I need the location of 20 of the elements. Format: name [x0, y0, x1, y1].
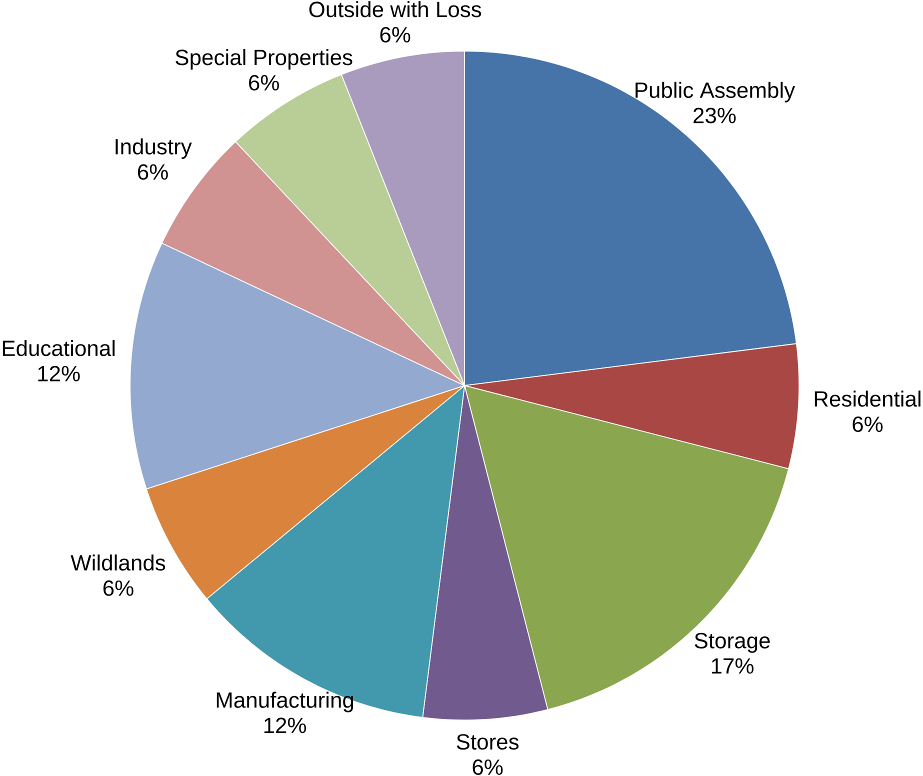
- data-label: 6%: [249, 74, 279, 90]
- data-label: 6%: [472, 759, 503, 775]
- slice-label: Special Properties: [176, 49, 352, 70]
- slice-label: Industry: [116, 138, 192, 159]
- data-label: 6%: [380, 26, 410, 42]
- data-label: 12%: [38, 366, 80, 382]
- slice-label: Residential: [814, 390, 920, 407]
- slice-label: Public Assembly: [636, 82, 796, 102]
- data-label: 6%: [103, 580, 134, 596]
- slice-label: Storage: [694, 632, 770, 653]
- data-label: 12%: [264, 718, 306, 734]
- slice-label: Educational: [2, 340, 115, 356]
- data-label: 6%: [138, 164, 168, 180]
- data-label: 6%: [852, 416, 883, 432]
- slice-label: Outside with Loss: [309, 1, 482, 18]
- data-label: 17%: [712, 658, 754, 674]
- slice-label: Stores: [456, 734, 519, 750]
- slice-label: Wildlands: [70, 554, 166, 571]
- data-label: 23%: [694, 108, 736, 124]
- slice-label: Manufacturing: [216, 692, 354, 712]
